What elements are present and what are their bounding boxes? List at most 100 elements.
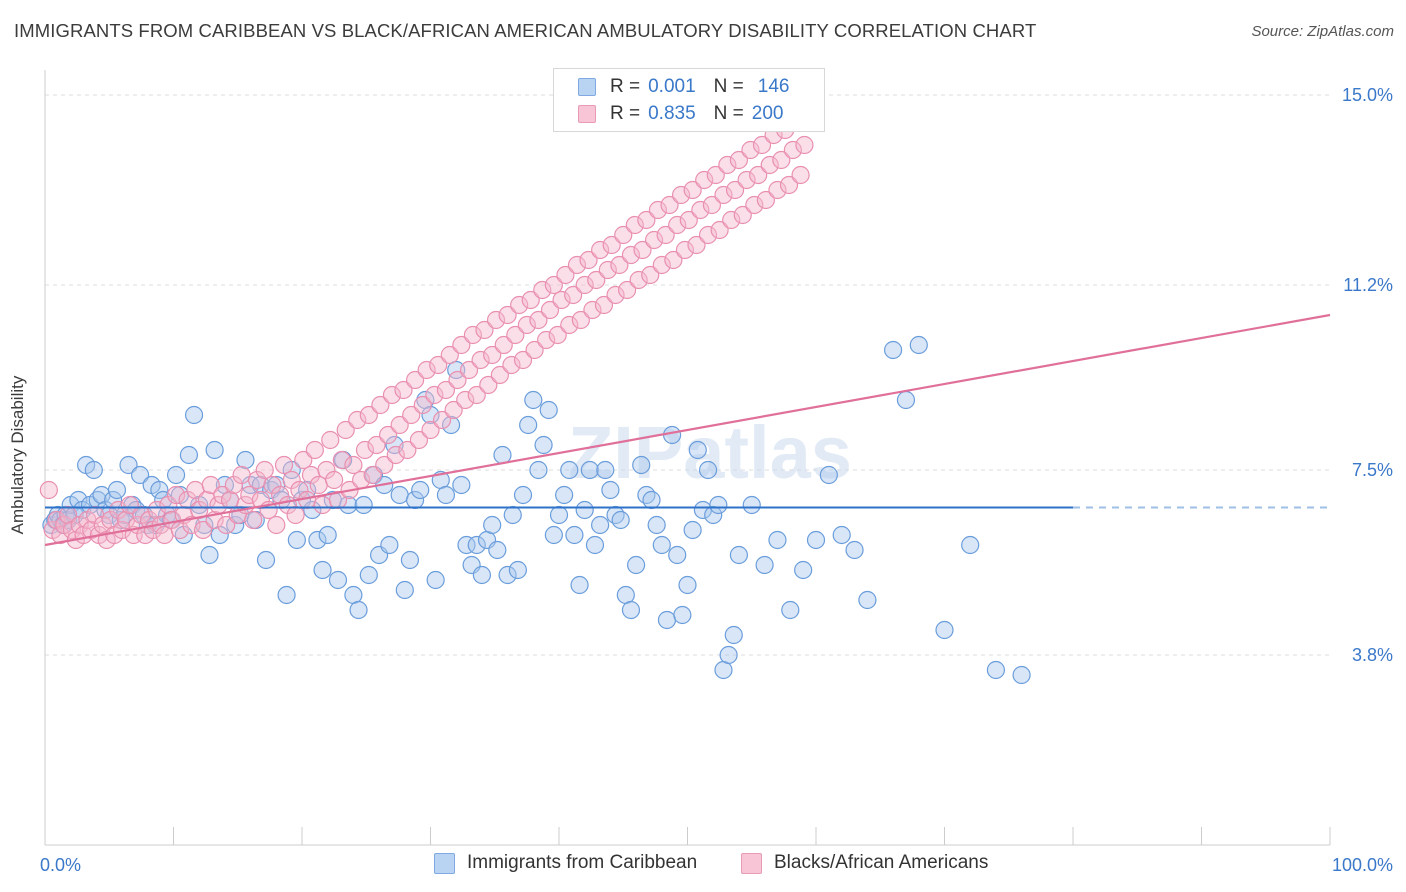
- data-point: [398, 440, 417, 460]
- data-point: [382, 385, 402, 405]
- correlation-legend: R = 0.001 N = 146 R = 0.835 N = 200: [553, 68, 825, 132]
- data-point: [555, 485, 574, 505]
- data-point: [483, 345, 502, 365]
- data-point: [101, 510, 120, 530]
- data-point: [580, 460, 599, 480]
- data-point: [256, 550, 276, 570]
- data-point: [714, 185, 733, 205]
- data-point: [678, 575, 697, 595]
- data-point: [648, 200, 668, 220]
- data-point: [709, 495, 728, 515]
- data-point: [673, 605, 692, 625]
- data-point: [737, 170, 756, 190]
- data-point: [642, 490, 661, 510]
- data-point: [429, 355, 448, 375]
- data-point: [521, 290, 540, 310]
- data-point: [107, 480, 127, 500]
- legend-swatch-pink: [578, 105, 596, 123]
- data-point: [441, 415, 461, 435]
- data-point: [386, 445, 405, 465]
- data-point: [687, 235, 706, 255]
- data-point: [436, 380, 456, 400]
- data-point: [679, 210, 698, 230]
- data-point: [760, 155, 779, 175]
- data-point: [652, 255, 671, 275]
- y-tick-label: 15.0%: [1342, 85, 1393, 105]
- data-point: [448, 370, 467, 390]
- data-point: [405, 370, 425, 390]
- y-tick-label: 7.5%: [1352, 460, 1393, 480]
- data-point: [475, 320, 494, 340]
- data-point: [725, 180, 745, 200]
- data-point: [806, 530, 826, 550]
- bottom-legend-label: Immigrants from Caribbean: [467, 852, 698, 873]
- data-point: [585, 535, 605, 555]
- data-point: [710, 220, 729, 240]
- watermark: ZIPatlas: [568, 411, 852, 494]
- data-point: [729, 150, 749, 170]
- data-point: [147, 500, 166, 520]
- data-point: [313, 560, 332, 580]
- data-point: [286, 505, 305, 525]
- data-point: [560, 460, 579, 480]
- data-point: [513, 350, 533, 370]
- data-point: [633, 240, 652, 260]
- data-point: [637, 485, 656, 505]
- y-tick-label: 11.2%: [1343, 275, 1393, 295]
- data-point: [417, 360, 436, 380]
- data-point: [503, 505, 522, 525]
- data-point: [587, 270, 606, 290]
- data-point: [394, 380, 413, 400]
- trendlines: [44, 313, 1331, 547]
- data-point: [395, 580, 414, 600]
- data-point: [467, 535, 486, 555]
- legend-r-value: 0.001: [648, 76, 696, 97]
- data-point: [378, 425, 398, 445]
- data-point: [647, 515, 666, 535]
- data-point: [741, 140, 760, 160]
- data-point: [371, 395, 390, 415]
- data-point: [534, 435, 553, 455]
- data-point: [632, 455, 651, 475]
- legend-r-label: R =: [610, 103, 641, 124]
- data-point: [598, 260, 617, 280]
- data-point: [205, 440, 224, 460]
- data-point: [359, 565, 378, 585]
- data-point: [452, 475, 471, 495]
- data-point: [591, 240, 610, 260]
- data-point: [508, 560, 527, 580]
- data-point: [390, 485, 409, 505]
- trendline-black-african-american: [44, 313, 1331, 547]
- data-point: [513, 485, 533, 505]
- data-point: [768, 180, 787, 200]
- data-point: [540, 300, 560, 320]
- data-point: [240, 485, 259, 505]
- data-point: [718, 155, 737, 175]
- data-point: [84, 460, 103, 480]
- data-point: [432, 410, 452, 430]
- data-point: [602, 235, 621, 255]
- data-point: [321, 430, 340, 450]
- data-point: [510, 295, 529, 315]
- data-point: [529, 310, 548, 330]
- data-point: [463, 325, 483, 345]
- data-point: [263, 475, 282, 495]
- data-point: [544, 525, 563, 545]
- data-point: [109, 500, 128, 520]
- data-point: [756, 190, 775, 210]
- data-point: [698, 460, 718, 480]
- data-point: [166, 465, 186, 485]
- y-tick-label: 3.8%: [1352, 645, 1393, 665]
- data-point: [452, 335, 471, 355]
- data-point: [444, 400, 463, 420]
- data-point: [567, 255, 587, 275]
- data-point: [200, 545, 219, 565]
- data-point: [657, 610, 677, 630]
- data-point: [752, 135, 772, 155]
- data-point: [519, 415, 538, 435]
- data-point: [325, 470, 344, 490]
- data-point: [795, 135, 814, 155]
- legend-row-caribbean: R = 0.001 N = 146: [578, 75, 789, 99]
- source-label: Source: ZipAtlas.com: [1251, 23, 1394, 40]
- data-point: [779, 175, 799, 195]
